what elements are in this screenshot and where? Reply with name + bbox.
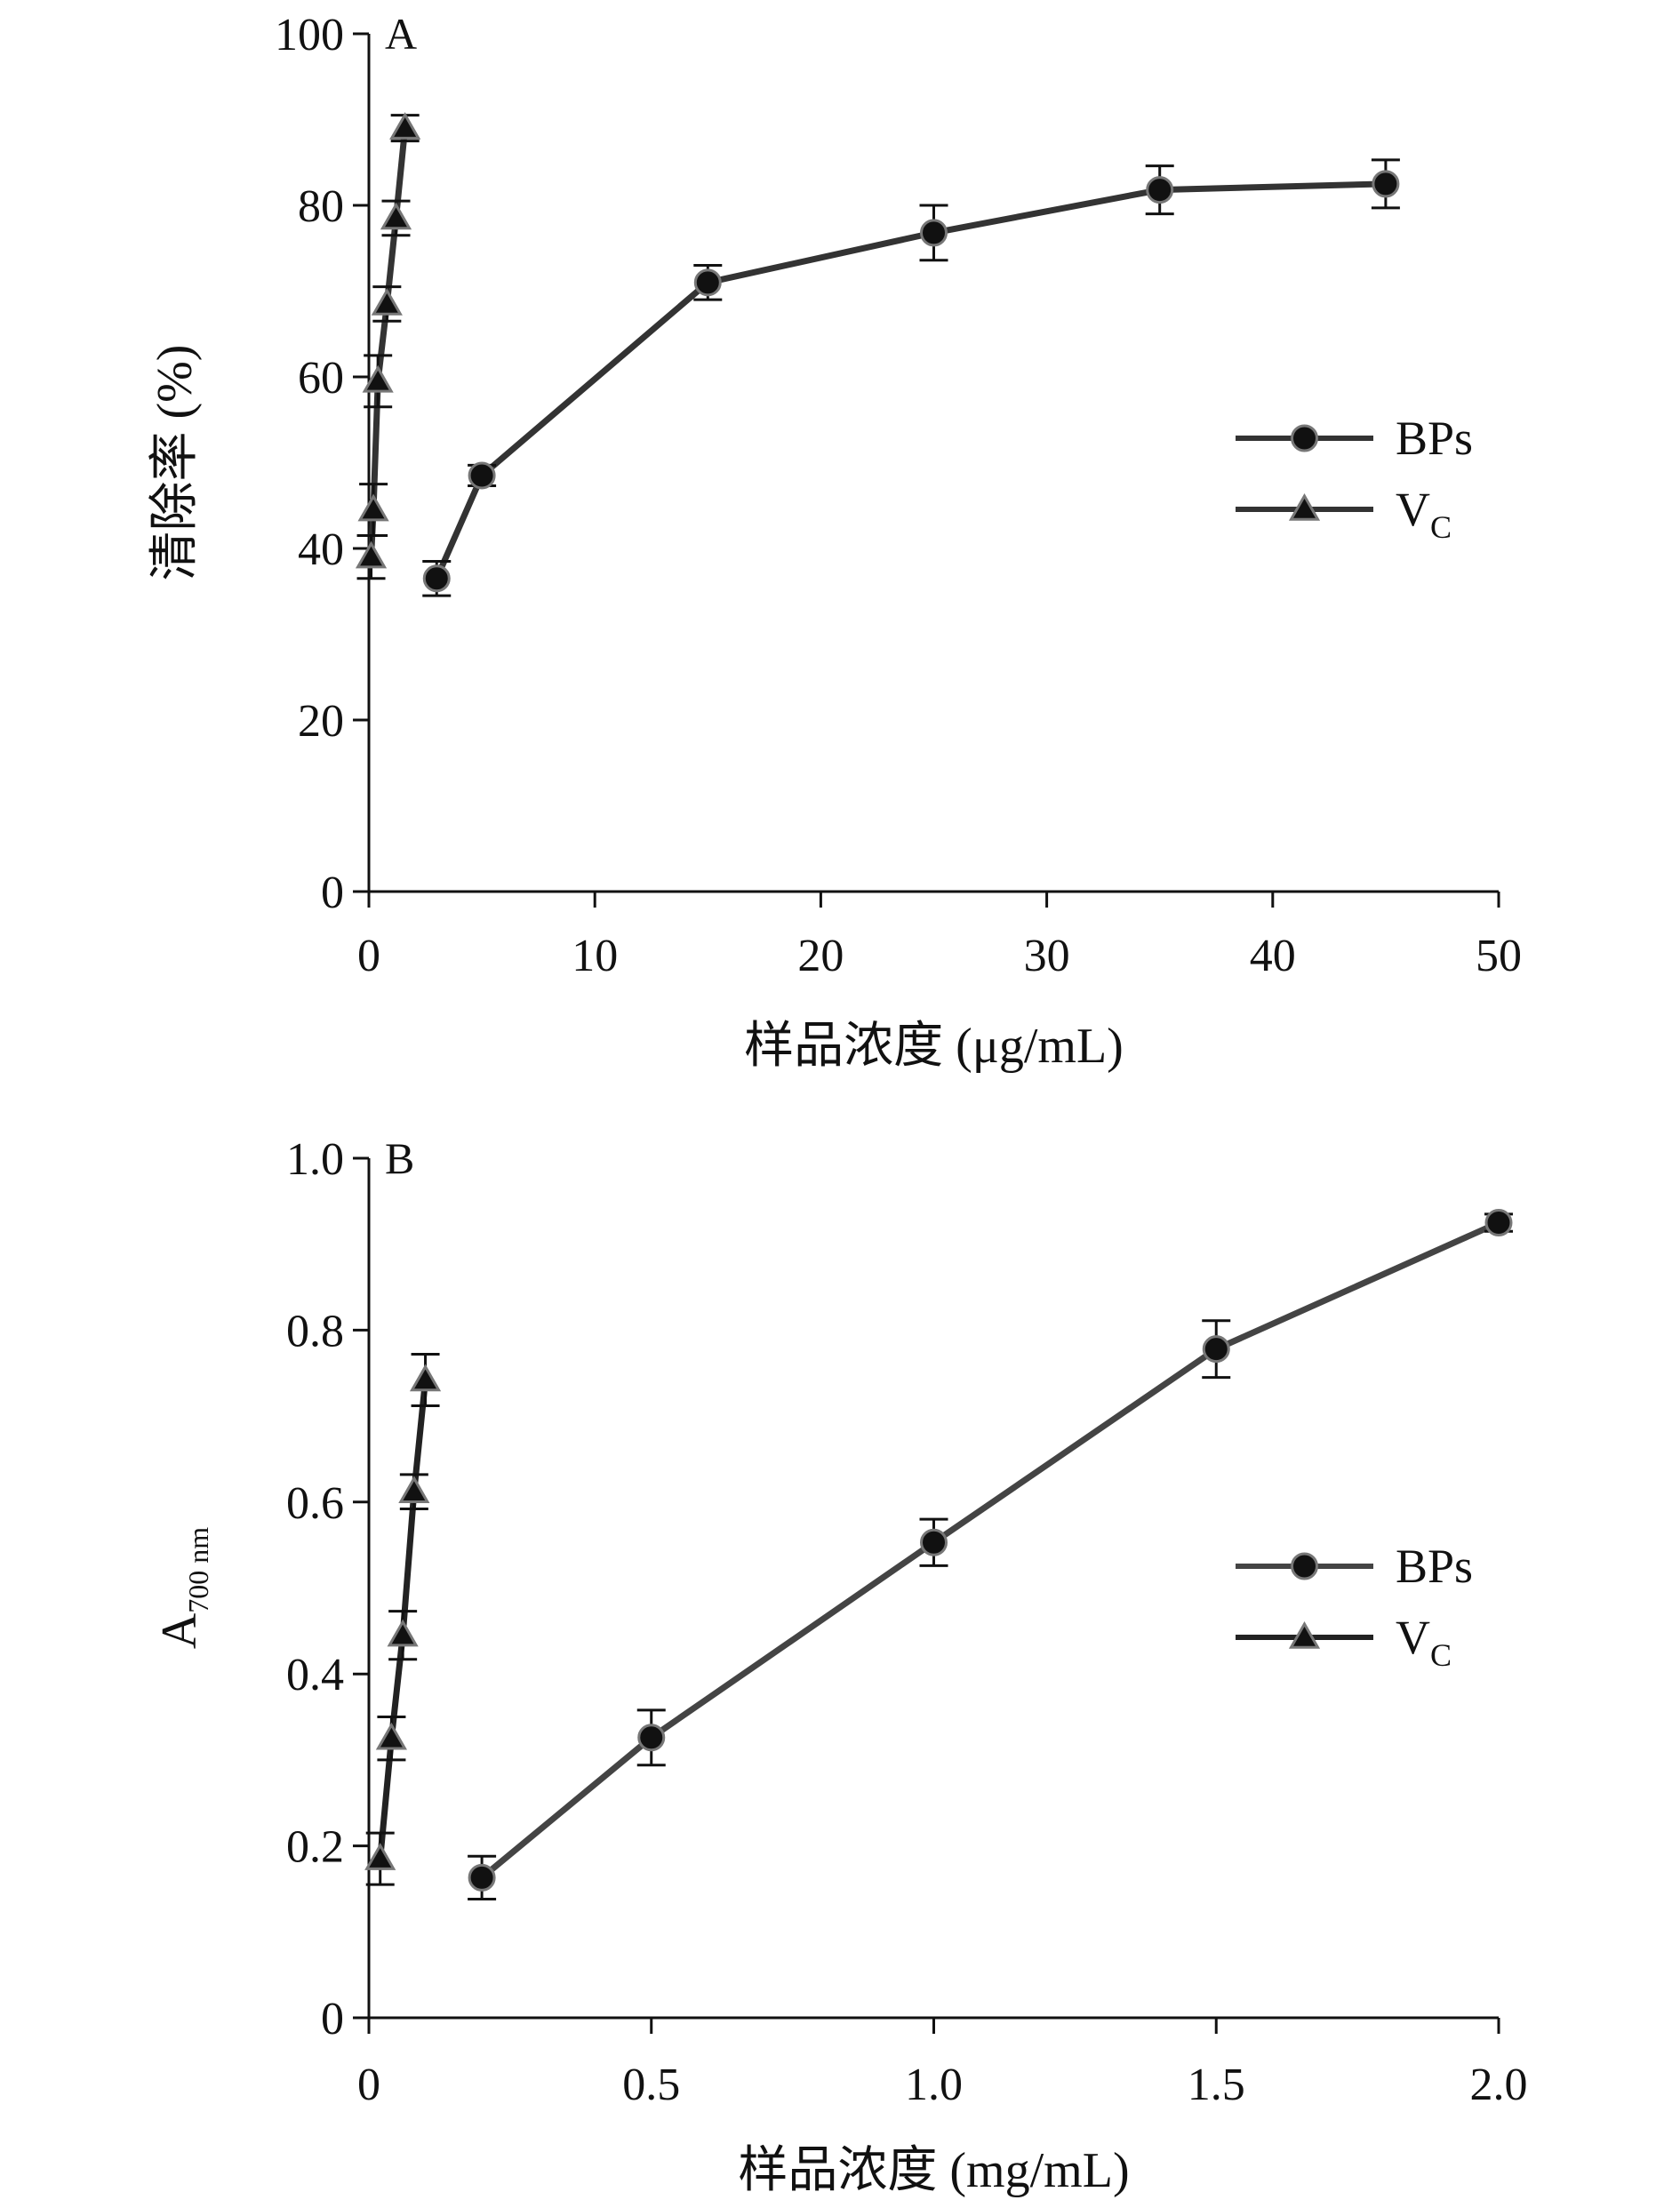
legend-label: BPs <box>1396 412 1473 465</box>
x-tick-label: 0 <box>357 931 380 981</box>
data-point-circle <box>693 268 722 297</box>
data-point-triangle <box>362 364 394 393</box>
y-axis-label-main: A <box>152 1612 207 1649</box>
chart-panel-a: 0 10 20 30 40 50 0 20 40 60 80 100 A 样品浓度 (μg/mL) 清除率 … <box>148 9 1522 1074</box>
legend-label-main: BPs <box>1396 1540 1473 1593</box>
y-tick-label: 80 <box>298 181 344 232</box>
x-tick-label: 1.0 <box>905 2060 963 2110</box>
y-tick-label: 0 <box>321 868 344 918</box>
x-tick-label: 0.5 <box>622 2060 680 2110</box>
data-point-circle <box>637 1724 666 1752</box>
legend-label-main: V <box>1396 1611 1430 1664</box>
data-point-circle <box>422 564 451 593</box>
legend-label: VC <box>1396 1611 1452 1673</box>
data-point-circle <box>1146 176 1174 204</box>
data-point-triangle <box>371 287 403 316</box>
y-tick-label: 0.4 <box>286 1650 344 1700</box>
y-axis-label: 清除率 (%) <box>148 345 203 581</box>
y-tick-label: 1.0 <box>286 1134 344 1185</box>
y-tick-label: 0 <box>321 1994 344 2044</box>
legend-label: VC <box>1396 483 1452 545</box>
data-point-triangle <box>389 112 421 140</box>
series-bps <box>422 158 1400 597</box>
x-tick-label: 1.5 <box>1188 2060 1245 2110</box>
legend-marker-circle <box>1291 424 1318 452</box>
y-tick-label: 0.6 <box>286 1478 344 1529</box>
y-tick-label: 60 <box>298 353 344 404</box>
x-tick-label: 10 <box>572 931 618 981</box>
y-tick-label: 40 <box>298 524 344 575</box>
data-point-circle <box>1484 1209 1513 1237</box>
x-axis-label: 样品浓度 (μg/mL) <box>744 1019 1124 1074</box>
y-tick-label: 0.2 <box>286 1822 344 1873</box>
series-line <box>434 180 1386 580</box>
series-line <box>368 127 409 557</box>
data-point-circle <box>920 219 948 247</box>
data-point-triangle <box>375 1722 408 1750</box>
series-vc <box>364 1352 442 1886</box>
x-tick-label: 30 <box>1024 931 1070 981</box>
y-tick-label: 0.8 <box>286 1306 344 1356</box>
x-tick-label: 40 <box>1250 931 1296 981</box>
x-axis-label: 样品浓度 (mg/mL) <box>738 2143 1129 2198</box>
data-point-triangle <box>380 202 412 230</box>
legend: BPs VC <box>1236 412 1473 545</box>
y-axis-label-main: 清除率 (%) <box>148 345 203 581</box>
legend-label-main: BPs <box>1396 412 1473 465</box>
data-point-triangle <box>357 493 389 522</box>
y-tick-label: 100 <box>275 10 344 60</box>
series-bps <box>468 1209 1513 1901</box>
data-point-triangle <box>398 1476 430 1503</box>
chart-panel-b: 0 0.5 1.0 1.5 2.0 0 0.2 0.4 0.6 0.8 1.0 B 样品浓度 (mg/m… <box>152 1133 1528 2198</box>
legend-marker-circle <box>1291 1552 1318 1580</box>
legend-marker-triangle <box>1288 492 1321 521</box>
series-line <box>479 1220 1500 1881</box>
data-point-triangle <box>409 1364 442 1392</box>
legend-marker-triangle <box>1288 1620 1321 1649</box>
panel-label: A <box>385 9 417 59</box>
y-axis-label: A700 nm <box>152 1527 214 1649</box>
x-tick-label: 20 <box>797 931 844 981</box>
data-point-triangle <box>387 1619 419 1647</box>
legend-label: BPs <box>1396 1540 1473 1593</box>
legend-label-subscript: C <box>1430 509 1452 545</box>
data-point-circle <box>1372 170 1400 198</box>
x-tick-label: 50 <box>1476 931 1522 981</box>
y-tick-label: 20 <box>298 696 344 747</box>
x-tick-label: 0 <box>357 2060 380 2110</box>
data-point-circle <box>468 461 496 490</box>
data-point-circle <box>1202 1335 1230 1364</box>
x-tick-label: 2.0 <box>1470 2060 1528 2110</box>
data-point-triangle <box>364 1843 396 1870</box>
panel-label: B <box>385 1133 414 1183</box>
legend-label-main: V <box>1396 483 1430 536</box>
data-point-triangle <box>355 540 388 569</box>
data-point-circle <box>468 1863 496 1892</box>
y-axis-label-subscript: 700 nm <box>182 1527 214 1613</box>
legend-label-subscript: C <box>1430 1637 1452 1673</box>
data-point-circle <box>920 1528 948 1556</box>
legend: BPs VC <box>1236 1540 1473 1673</box>
series-vc <box>355 112 421 580</box>
